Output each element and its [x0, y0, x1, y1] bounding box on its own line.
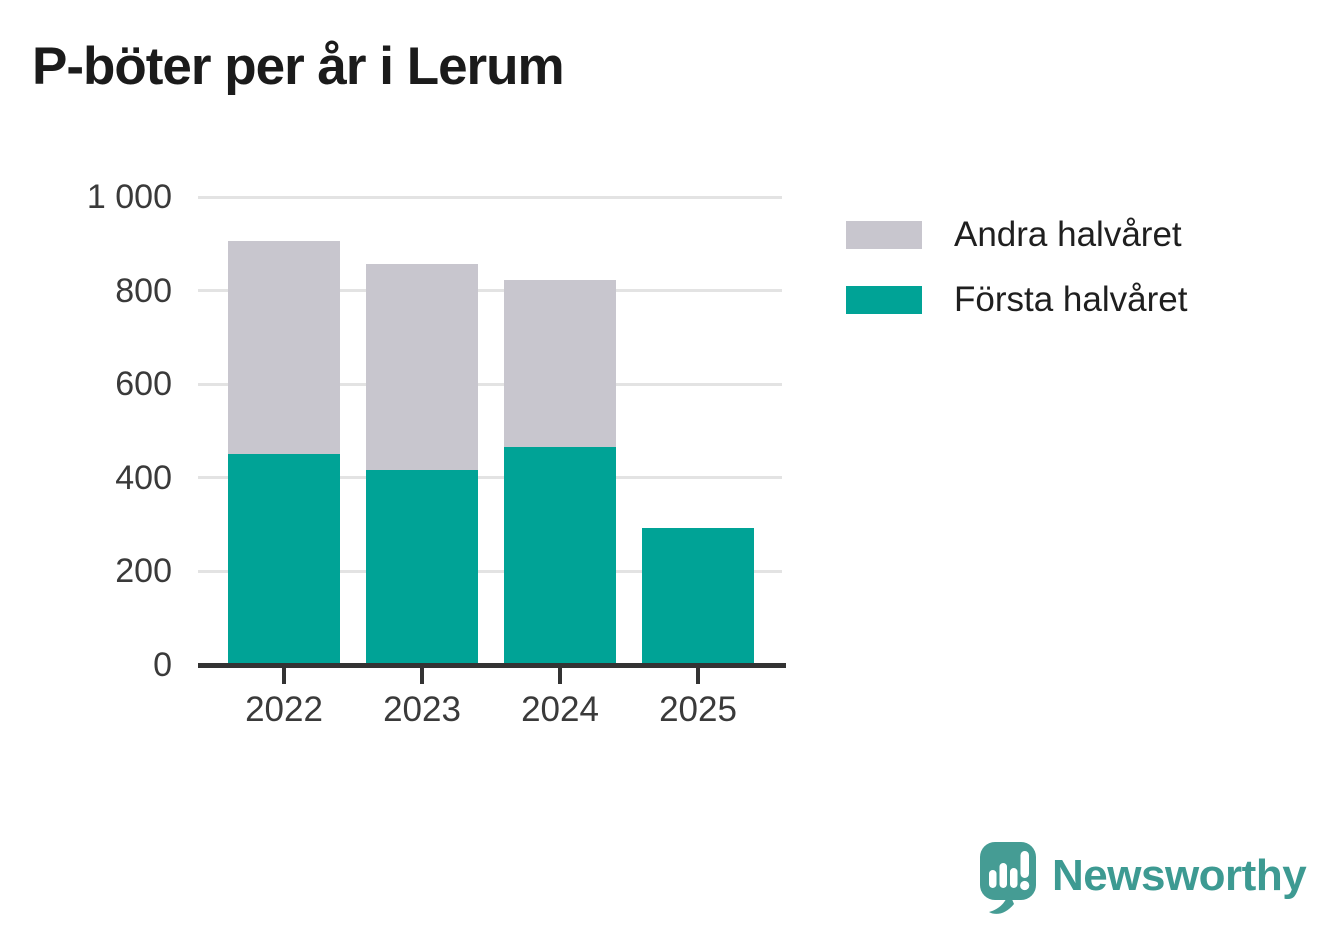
x-axis-label-2024: 2024 [521, 690, 599, 729]
y-gridline-200 [198, 569, 782, 573]
y-gridline-600 [198, 382, 782, 386]
y-gridline-400 [198, 476, 782, 480]
legend-swatch-andra-halvaret [846, 220, 922, 249]
legend-item-forsta-halvaret: Första halvåret [846, 282, 1187, 317]
y-gridline-800 [198, 289, 782, 293]
speech-bubble-bar-chart-icon [980, 842, 1036, 914]
bar-segment-2023-andra-halvaret [366, 263, 478, 471]
x-axis-tick-2023 [420, 668, 424, 684]
legend-item-andra-halvaret: Andra halvåret [846, 217, 1187, 252]
bar-segment-2024-andra-halvaret [504, 280, 616, 448]
y-gridline-1000 [198, 195, 782, 199]
bar-segment-2023-forsta-halvaret [366, 470, 478, 664]
y-axis-tick-label: 400 [115, 458, 172, 497]
x-axis-label-2025: 2025 [659, 690, 737, 729]
y-axis-tick-label: 600 [115, 365, 172, 404]
legend-label: Andra halvåret [954, 215, 1182, 254]
chart-legend: Andra halvåret Första halvåret [846, 217, 1187, 347]
y-axis-tick-label: 1 000 [86, 178, 172, 216]
y-axis-tick-label: 800 [115, 271, 172, 310]
bar-segment-2022-andra-halvaret [228, 241, 340, 455]
legend-swatch-forsta-halvaret [846, 285, 922, 314]
x-axis-tick-2025 [696, 668, 700, 684]
y-axis-tick-label: 0 [153, 646, 172, 684]
y-axis-tick-label: 200 [115, 552, 172, 591]
x-axis-label-2023: 2023 [383, 690, 461, 729]
bar-segment-2022-forsta-halvaret [228, 454, 340, 664]
newsworthy-branding: Newsworthy [976, 840, 1307, 920]
legend-label: Första halvåret [954, 280, 1188, 319]
x-axis-tick-2024 [558, 668, 562, 684]
brand-name: Newsworthy [1052, 851, 1307, 900]
bar-segment-2025-forsta-halvaret [642, 527, 754, 664]
x-axis-line [198, 663, 786, 668]
bar-segment-2024-forsta-halvaret [504, 447, 616, 664]
x-axis-tick-2022 [282, 668, 286, 684]
x-axis-label-2022: 2022 [245, 690, 323, 729]
chart-title: P-böter per år i Lerum [32, 37, 565, 96]
